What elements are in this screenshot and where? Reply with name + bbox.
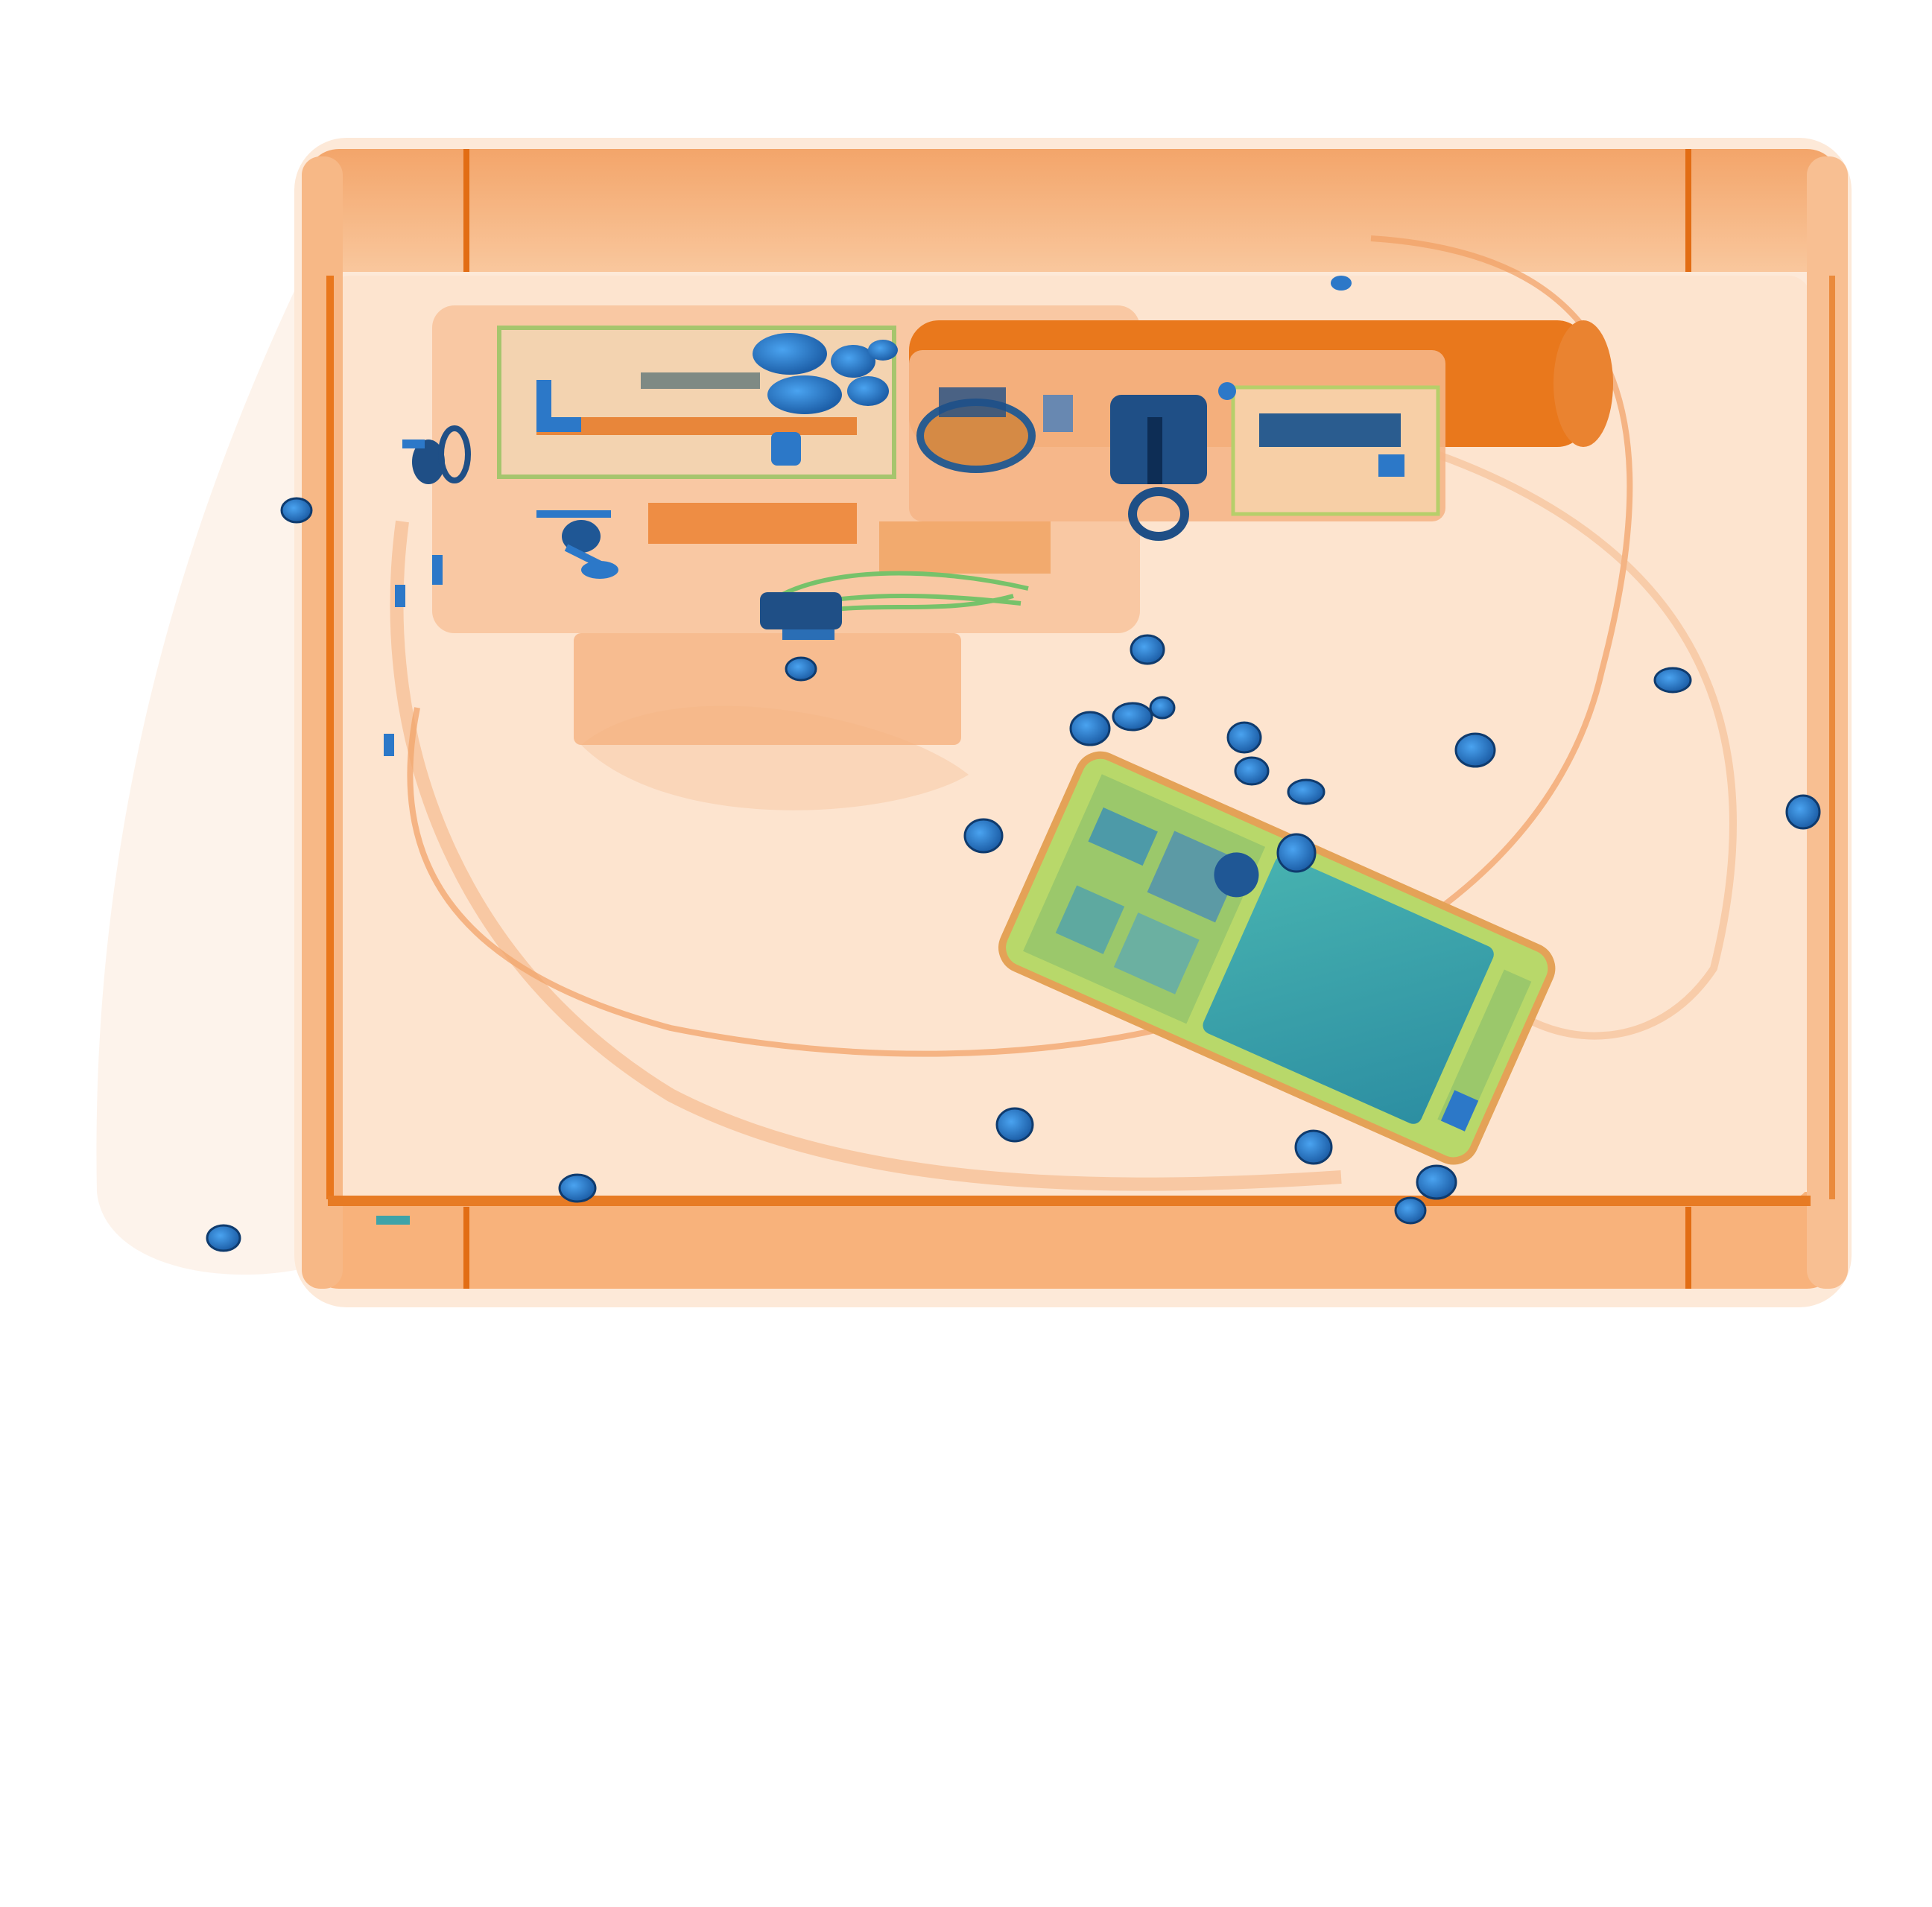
coin: [1454, 732, 1496, 768]
metal-oval: [767, 375, 842, 414]
cable-loop: [390, 520, 1342, 1191]
tray-left-rim: [302, 156, 343, 1289]
metal-oval: [831, 345, 875, 378]
small-part: [376, 1216, 410, 1225]
coin: [1394, 1196, 1427, 1225]
label-strip: [641, 372, 760, 389]
motor-assembly: [916, 387, 1073, 473]
coin: [558, 1173, 597, 1203]
coin: [1112, 702, 1153, 732]
tray-top-rim: [305, 149, 1840, 272]
coin: [1234, 756, 1270, 786]
coin: [785, 656, 817, 682]
organic-block: [879, 521, 1051, 574]
fabric-spill: [96, 283, 313, 1275]
coin: [1785, 794, 1821, 830]
coin: [1226, 721, 1262, 754]
chip-small: [1378, 454, 1404, 477]
coin: [1294, 1129, 1333, 1165]
coin: [1416, 1164, 1457, 1200]
metal-oval: [753, 333, 827, 375]
organic-block: [648, 503, 857, 544]
clip-assembly: [536, 510, 618, 579]
tray-left-edge: [326, 276, 334, 1199]
l-bracket: [536, 380, 581, 432]
pin: [432, 555, 443, 585]
coin: [995, 1107, 1034, 1143]
tray-right-rim: [1807, 156, 1848, 1289]
rim-divider: [1685, 149, 1691, 272]
pin: [395, 585, 405, 607]
metal-nub: [1218, 382, 1236, 400]
zipper-strip: [536, 417, 857, 435]
coins: [206, 497, 1821, 1252]
tray-bottom-line: [328, 1196, 1811, 1206]
metal-rod: [771, 432, 801, 466]
hinge-part: [402, 425, 471, 484]
connector-block: [760, 592, 842, 629]
metal-nub: [1331, 276, 1352, 291]
coin: [206, 1224, 241, 1252]
coin: [1149, 696, 1176, 720]
tray-bottom-rim: [305, 1192, 1840, 1289]
rim-divider: [463, 149, 469, 272]
coin: [1653, 667, 1692, 694]
rim-divider: [1685, 1207, 1691, 1289]
pcb-right: [1231, 385, 1440, 516]
pouch-bottom: [574, 633, 961, 745]
metal-oval: [868, 340, 898, 361]
coin: [280, 497, 313, 524]
coin: [1069, 711, 1111, 746]
pin: [384, 734, 394, 756]
chip: [1259, 413, 1401, 447]
metal-oval: [847, 376, 889, 406]
canister-end: [1553, 320, 1613, 447]
coin: [963, 818, 1004, 854]
tray-right-edge: [1829, 276, 1835, 1199]
coin: [1276, 833, 1317, 873]
coin: [1130, 634, 1165, 665]
phone-device: [998, 751, 1556, 1165]
battery-pack: [1110, 395, 1207, 541]
rim-divider: [463, 1207, 469, 1289]
connector-foot: [782, 629, 834, 640]
coin: [1287, 778, 1326, 805]
